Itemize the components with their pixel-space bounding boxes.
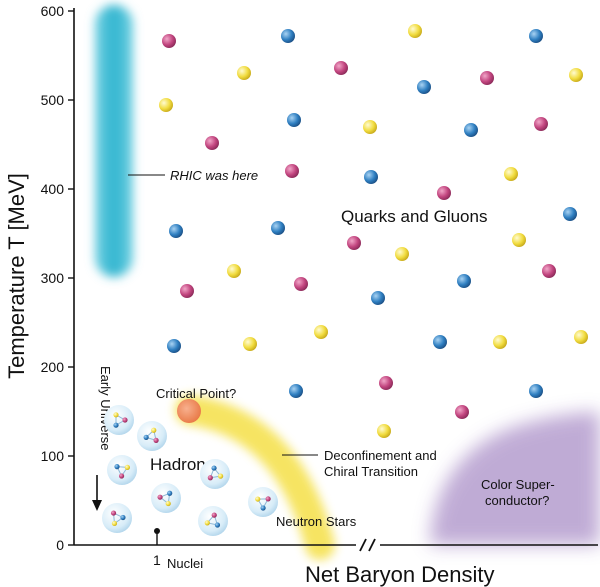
early-universe-arrow <box>92 475 102 511</box>
x-tick-one: 1 <box>153 552 161 568</box>
hadron-particle <box>137 421 167 451</box>
y-axis-title: Temperature T [MeV] <box>4 173 29 379</box>
quark-particle <box>529 29 543 43</box>
hadron-particle <box>198 506 228 536</box>
quark-particle <box>433 335 447 349</box>
critical-point-label: Critical Point? <box>156 386 236 401</box>
quark-particle <box>289 384 303 398</box>
quark-particle <box>281 29 295 43</box>
quark-particle <box>294 277 308 291</box>
quark-particle <box>395 247 409 261</box>
rhic-label: RHIC was here <box>170 168 258 183</box>
quark-particle <box>287 113 301 127</box>
y-tick-200: 200 <box>41 359 65 375</box>
quark-particle <box>529 384 543 398</box>
y-ticks <box>68 10 74 546</box>
quark-particle <box>408 24 422 38</box>
quark-particle <box>437 186 451 200</box>
x-axis-title: Net Baryon Density <box>305 562 495 587</box>
quark-particle <box>542 264 556 278</box>
y-tick-400: 400 <box>41 181 65 197</box>
deconfinement-label-line2: Chiral Transition <box>324 464 418 479</box>
hadron-particles <box>102 405 278 536</box>
color-superconductor-region <box>430 412 600 545</box>
quark-particle <box>569 68 583 82</box>
quark-particle <box>285 164 299 178</box>
nuclei-label: Nuclei <box>167 556 203 571</box>
quark-particle <box>493 335 507 349</box>
quark-particle <box>227 264 241 278</box>
quark-particle <box>512 233 526 247</box>
quark-particle <box>457 274 471 288</box>
quark-particle <box>159 98 173 112</box>
quark-particle <box>455 405 469 419</box>
quark-particle <box>347 236 361 250</box>
y-tick-600: 600 <box>41 3 65 19</box>
quark-particle <box>363 120 377 134</box>
neutron-stars-label: Neutron Stars <box>276 514 357 529</box>
hadron-particle <box>107 455 137 485</box>
quark-particles <box>159 24 588 438</box>
quarks-gluons-label: Quarks and Gluons <box>341 207 487 226</box>
deconfinement-label-line1: Deconfinement and <box>324 448 437 463</box>
quark-particle <box>379 376 393 390</box>
hadrons-label: Hadrons <box>150 455 214 474</box>
color-superconductor-label-line2: conductor? <box>485 493 549 508</box>
y-tick-labels: 0 100 200 300 400 500 600 <box>41 3 65 553</box>
rhic-band <box>95 5 133 277</box>
y-tick-300: 300 <box>41 270 65 286</box>
transition-band <box>175 395 335 560</box>
critical-point-marker <box>177 399 201 423</box>
y-tick-500: 500 <box>41 92 65 108</box>
quark-particle <box>464 123 478 137</box>
quark-particle <box>180 284 194 298</box>
quark-particle <box>237 66 251 80</box>
quark-particle <box>271 221 285 235</box>
quark-particle <box>205 136 219 150</box>
quark-particle <box>364 170 378 184</box>
hadron-particle <box>104 405 134 435</box>
quark-particle <box>167 339 181 353</box>
quark-particle <box>314 325 328 339</box>
hadron-particle <box>102 503 132 533</box>
hadron-particle <box>151 483 181 513</box>
hadron-particle <box>248 487 278 517</box>
quark-particle <box>377 424 391 438</box>
quark-particle <box>169 224 183 238</box>
y-tick-0: 0 <box>56 537 64 553</box>
quark-particle <box>334 61 348 75</box>
quark-particle <box>504 167 518 181</box>
hadron-particle <box>200 459 230 489</box>
quark-particle <box>480 71 494 85</box>
axis-break <box>359 538 376 552</box>
quark-particle <box>417 80 431 94</box>
quark-particle <box>162 34 176 48</box>
quark-particle <box>534 117 548 131</box>
y-tick-100: 100 <box>41 448 65 464</box>
quark-particle <box>371 291 385 305</box>
color-superconductor-label-line1: Color Super- <box>481 477 555 492</box>
quark-particle <box>574 330 588 344</box>
nuclei-dot <box>154 528 160 534</box>
quark-particle <box>563 207 577 221</box>
quark-particle <box>243 337 257 351</box>
